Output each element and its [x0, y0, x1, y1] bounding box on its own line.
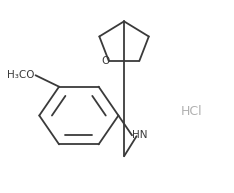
Text: HCl: HCl [181, 105, 203, 118]
Text: O: O [101, 56, 110, 66]
Text: H₃CO: H₃CO [7, 70, 34, 80]
Text: HN: HN [132, 130, 147, 140]
